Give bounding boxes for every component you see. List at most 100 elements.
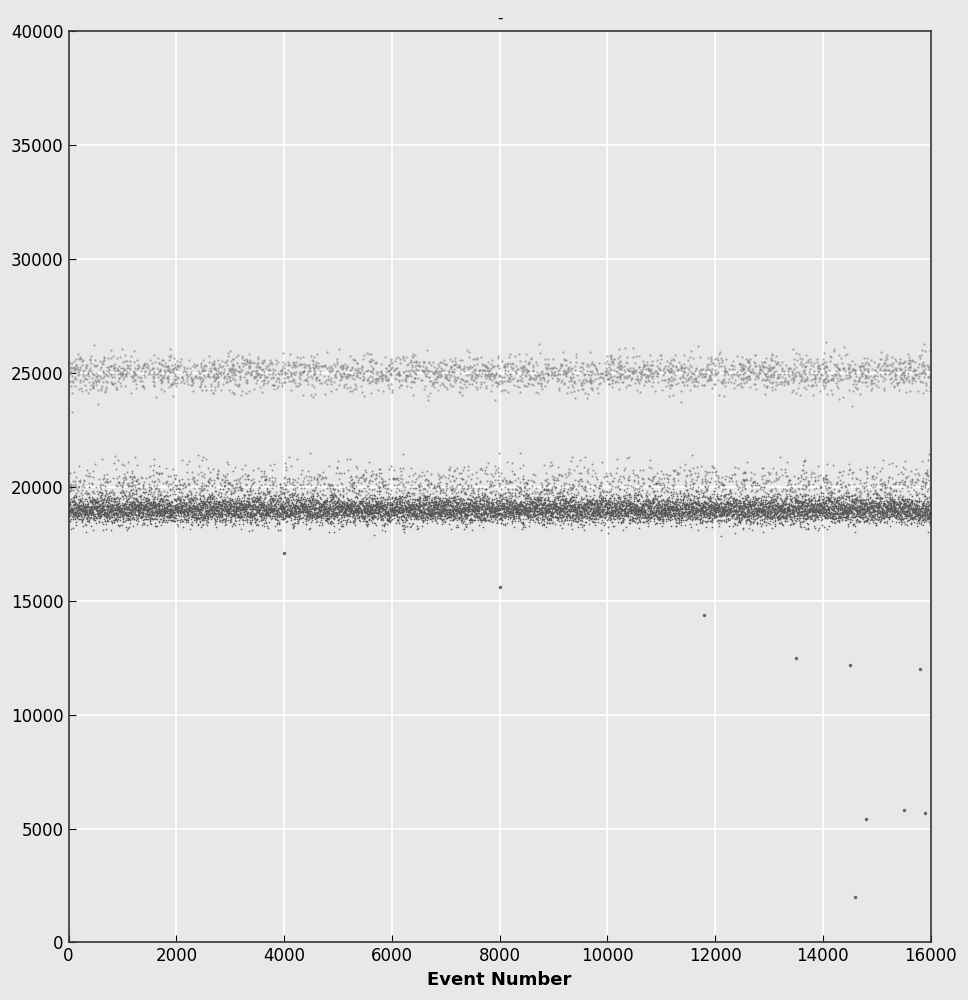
- Point: [230, 508, 246, 524]
- Point: [554, 492, 569, 508]
- Point: [451, 465, 467, 481]
- Point: [815, 504, 831, 520]
- Point: [807, 498, 823, 514]
- Point: [279, 497, 294, 513]
- Point: [301, 503, 317, 519]
- Point: [712, 488, 728, 504]
- Point: [830, 474, 845, 490]
- Point: [417, 497, 433, 513]
- Point: [644, 353, 659, 369]
- Point: [166, 467, 181, 483]
- Point: [874, 500, 890, 516]
- Point: [128, 496, 143, 512]
- Point: [369, 467, 384, 483]
- Point: [833, 496, 849, 512]
- Point: [725, 503, 741, 519]
- Point: [904, 494, 920, 510]
- Point: [837, 478, 853, 494]
- Point: [665, 495, 681, 511]
- Point: [523, 511, 538, 527]
- Point: [760, 504, 775, 520]
- Point: [231, 499, 247, 515]
- Point: [154, 507, 169, 523]
- Point: [286, 508, 301, 524]
- Point: [541, 505, 557, 521]
- Point: [104, 501, 119, 517]
- Point: [103, 484, 118, 500]
- Point: [346, 498, 361, 514]
- Point: [536, 495, 552, 511]
- Point: [697, 479, 712, 495]
- Point: [747, 488, 763, 504]
- Point: [677, 496, 692, 512]
- Point: [903, 501, 919, 517]
- Point: [190, 510, 205, 526]
- Point: [75, 502, 90, 518]
- Point: [856, 506, 871, 522]
- Point: [659, 492, 675, 508]
- Point: [196, 493, 211, 509]
- Point: [826, 511, 841, 527]
- Point: [790, 506, 805, 522]
- Point: [419, 506, 435, 522]
- Point: [802, 495, 818, 511]
- Point: [286, 498, 301, 514]
- Point: [274, 497, 289, 513]
- Point: [147, 489, 163, 505]
- Point: [685, 503, 701, 519]
- Point: [456, 513, 471, 529]
- Point: [131, 503, 146, 519]
- Point: [516, 475, 531, 491]
- Point: [238, 500, 254, 516]
- Point: [545, 471, 560, 487]
- Point: [923, 497, 938, 513]
- Point: [606, 502, 621, 518]
- Point: [136, 357, 152, 373]
- Point: [630, 475, 646, 491]
- Point: [474, 490, 490, 506]
- Point: [634, 470, 650, 486]
- Point: [569, 509, 585, 525]
- Point: [903, 494, 919, 510]
- Point: [217, 364, 232, 380]
- Point: [203, 378, 219, 394]
- Point: [427, 479, 442, 495]
- Point: [858, 503, 873, 519]
- Point: [456, 501, 471, 517]
- Point: [800, 497, 815, 513]
- Point: [601, 503, 617, 519]
- Point: [525, 507, 540, 523]
- Point: [841, 367, 857, 383]
- Point: [291, 365, 307, 381]
- Point: [294, 364, 310, 380]
- Point: [865, 468, 881, 484]
- Point: [344, 498, 359, 514]
- Point: [307, 386, 322, 402]
- Point: [206, 495, 222, 511]
- Point: [220, 501, 235, 517]
- Point: [85, 463, 101, 479]
- Point: [81, 360, 97, 376]
- Point: [422, 354, 438, 370]
- Point: [796, 519, 811, 535]
- Point: [65, 490, 80, 506]
- Point: [686, 500, 702, 516]
- Point: [398, 500, 413, 516]
- Point: [211, 506, 227, 522]
- Point: [644, 495, 659, 511]
- Point: [556, 488, 571, 504]
- Point: [288, 495, 304, 511]
- Point: [124, 487, 139, 503]
- Point: [717, 502, 733, 518]
- Point: [717, 487, 733, 503]
- Point: [204, 499, 220, 515]
- Point: [156, 500, 171, 516]
- Point: [364, 500, 379, 516]
- Point: [481, 366, 497, 382]
- Point: [749, 368, 765, 384]
- Point: [851, 372, 866, 388]
- Point: [821, 500, 836, 516]
- Point: [382, 356, 398, 372]
- Point: [633, 501, 649, 517]
- Point: [763, 504, 778, 520]
